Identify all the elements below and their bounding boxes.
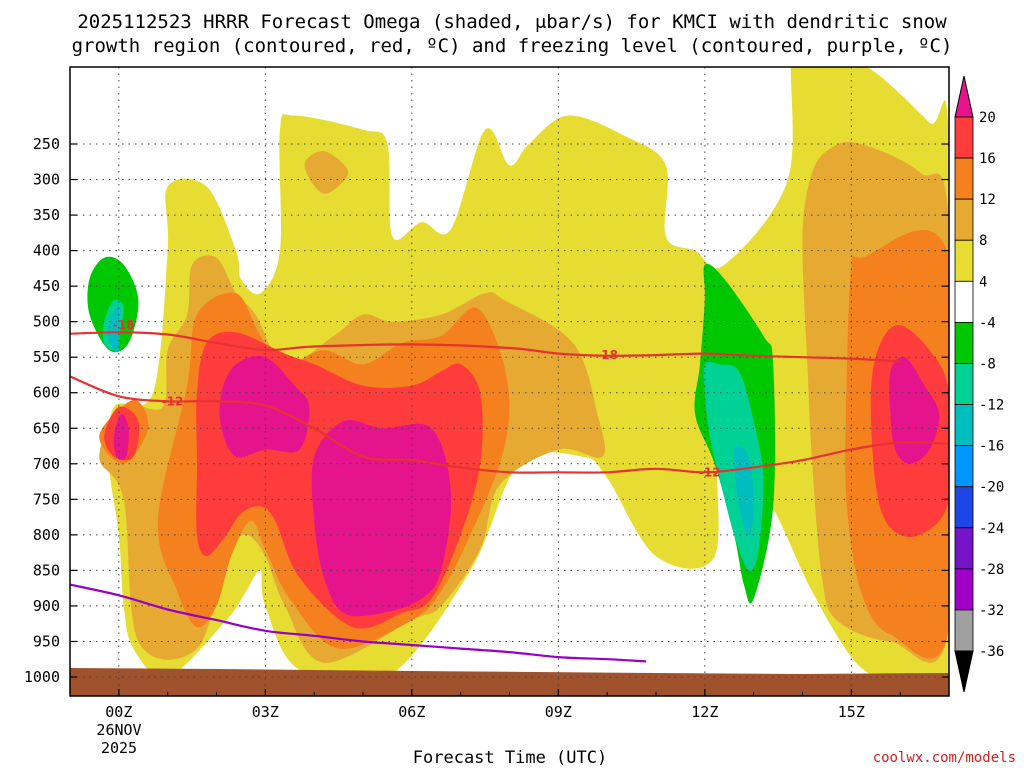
colorbar: 20 16 12 8 4 -4 -8 -12 -16 -20 -24 -28 -32 -36	[954, 75, 1004, 693]
x-tick-label-12Z: 12Z	[691, 703, 718, 721]
colorbar-swatch-11	[954, 568, 974, 611]
chart-title-line-2: growth region (contoured, red, ºC) and f…	[72, 35, 953, 57]
grid-lines	[70, 67, 949, 696]
y-tick-label-700: 700	[33, 455, 60, 473]
y-tick-label-800: 800	[33, 526, 60, 544]
colorbar-swatch-2	[954, 198, 974, 241]
y-tick-label-550: 550	[33, 348, 60, 366]
contour-line-0	[70, 331, 901, 363]
y-tick-label-950: 950	[33, 632, 60, 650]
ground-surface	[70, 668, 949, 696]
y-tick-label-650: 650	[33, 419, 60, 437]
colorbar-swatch-4	[954, 280, 974, 323]
omega-region-20-10	[219, 355, 310, 458]
y-tick-label-600: 600	[33, 384, 60, 402]
omega-region-20-13	[889, 356, 940, 464]
x-date-label-year: 2025	[101, 739, 137, 757]
colorbar-label-8: -16	[979, 439, 1004, 455]
contour-line-2	[70, 583, 647, 663]
colorbar-swatch-6	[954, 363, 974, 405]
colorbar-swatch-12	[954, 609, 974, 652]
colorbar-label-4: 4	[979, 274, 987, 290]
y-tick-label-250: 250	[33, 135, 60, 153]
contour-label-0-1: -18	[596, 348, 618, 362]
y-tick-label-450: 450	[33, 277, 60, 295]
y-tick-label-400: 400	[33, 242, 60, 260]
omega-region-neg12-18	[107, 306, 121, 353]
x-tick-label-00Z: 00Z	[105, 703, 132, 721]
contour-line-1	[70, 375, 949, 474]
y-tick-label-500: 500	[33, 313, 60, 331]
x-axis-title: Forecast Time (UTC)	[413, 748, 607, 768]
colorbar-label-10: -24	[979, 521, 1004, 537]
y-tick-label-850: 850	[33, 561, 60, 579]
colorbar-bottom-arrow	[954, 650, 974, 693]
x-tick-label-03Z: 03Z	[252, 703, 279, 721]
contour-label-1-1: -12	[699, 465, 721, 479]
colorbar-swatch-8	[954, 445, 974, 488]
x-tick-label-06Z: 06Z	[398, 703, 425, 721]
y-axis: 250 300 350 400 450 500 550 600 650 700 750 800 850 9…	[24, 135, 949, 686]
colorbar-swatch-7	[954, 404, 974, 447]
x-date-label-day: 26NOV	[96, 721, 141, 739]
x-tick-label-09Z: 09Z	[545, 703, 572, 721]
contour-label-1-0: -12	[162, 394, 184, 408]
colorbar-label-9: -20	[979, 480, 1004, 496]
omega-region-20-12	[113, 413, 129, 460]
colorbar-swatch-9	[954, 486, 974, 529]
colorbar-label-3: 8	[979, 233, 987, 249]
colorbar-label-12: -32	[979, 603, 1004, 619]
omega-region-20-11	[311, 419, 452, 617]
omega-region-8-2	[304, 150, 349, 194]
contour-lines: -18 -18 -12 -12	[70, 318, 949, 663]
y-tick-label-750: 750	[33, 490, 60, 508]
colorbar-swatch-10	[954, 527, 974, 570]
colorbar-label-1: 16	[979, 151, 996, 167]
colorbar-top-arrow	[954, 75, 974, 118]
y-tick-label-1000: 1000	[24, 668, 60, 686]
colorbar-swatch-1	[954, 157, 974, 200]
colorbar-label-5: -4	[979, 315, 996, 331]
omega-shading	[87, 67, 949, 696]
y-tick-label-300: 300	[33, 171, 60, 189]
contour-label-0-0: -18	[113, 318, 135, 332]
colorbar-label-0: 20	[979, 110, 996, 126]
ground-layer	[70, 668, 949, 696]
colorbar-swatch-3	[954, 239, 974, 282]
colorbar-label-7: -12	[979, 398, 1004, 414]
x-tick-label-15Z: 15Z	[838, 703, 865, 721]
y-tick-label-900: 900	[33, 597, 60, 615]
credit-text: coolwx.com/models	[873, 750, 1016, 766]
x-axis: 00Z 03Z 06Z 09Z 12Z 15Z	[69, 689, 950, 721]
colorbar-label-13: -36	[979, 644, 1004, 660]
colorbar-label-6: -8	[979, 356, 996, 372]
colorbar-label-2: 12	[979, 192, 996, 208]
colorbar-swatch-0	[954, 116, 974, 159]
colorbar-label-11: -28	[979, 562, 1004, 578]
y-tick-label-350: 350	[33, 206, 60, 224]
colorbar-swatch-5	[954, 321, 974, 364]
chart-title-line-1: 2025112523 HRRR Forecast Omega (shaded, …	[77, 11, 947, 33]
